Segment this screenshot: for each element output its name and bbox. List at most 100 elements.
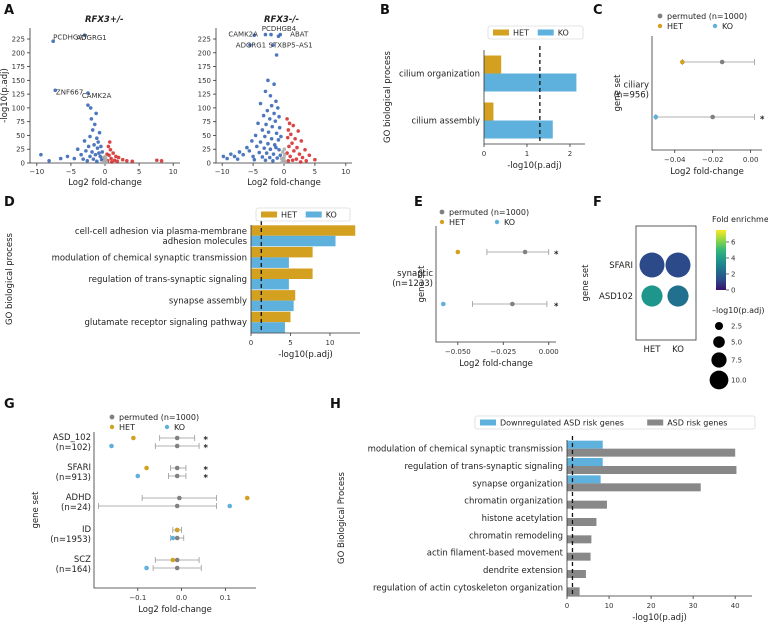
enrichment-dot (665, 252, 691, 278)
permuted-point-c (719, 59, 725, 65)
volcano-point-a1 (114, 154, 118, 159)
volcano-point-a2 (296, 129, 301, 133)
volcano-point-a1 (93, 152, 98, 157)
category-label-b: cilium assembly (412, 117, 481, 127)
bar-h-asd-risk-genes (567, 483, 701, 492)
volcano-point-a2 (268, 147, 273, 152)
volcano-point-a1 (86, 103, 90, 107)
axes-e (435, 226, 556, 343)
volcano-point-a1 (97, 130, 102, 135)
x-axis-label-d: -log10(p.adj) (278, 350, 333, 360)
volcano-point-a2 (295, 145, 299, 150)
legend-swatch-h (480, 419, 496, 426)
ko-point-g (135, 473, 141, 479)
volcano-point-a2 (247, 149, 252, 153)
enrichment-dot (639, 252, 665, 278)
gene-label-a1: ADGRG1 (76, 34, 106, 42)
volcano-point-a2 (280, 150, 285, 154)
volcano-point-a2 (241, 152, 245, 157)
size-legend-dot (713, 336, 725, 348)
category-label-h: chromatin remodeling (469, 531, 563, 541)
category-label-c: ciliary (n=956) (614, 81, 649, 101)
het-point-g (174, 527, 180, 533)
legend-label-b: KO (558, 29, 569, 38)
colorbar-tick-label: 2 (731, 271, 735, 279)
volcano-point-a2 (275, 156, 280, 160)
legend-marker-e (439, 219, 445, 225)
x-tick-label-a1: 5 (137, 168, 141, 176)
volcano-point-a2 (272, 143, 277, 147)
col-label-f: HET (644, 345, 662, 355)
volcano-point-a1 (107, 140, 112, 144)
y-axis-label-e: gene set (417, 265, 427, 303)
volcano-point-a2 (252, 33, 257, 37)
bar-h-asd-risk-genes (567, 500, 607, 509)
bar-b-ko (484, 73, 577, 92)
y-tick-label-a1: 0 (21, 160, 25, 168)
volcano-point-a1 (120, 157, 125, 162)
gene-label-a2: PCDHGB4 (262, 25, 297, 33)
x-tick-label-c: −0.04 (664, 156, 686, 164)
ko-point-g (109, 443, 114, 449)
gene-label-a1: CAMK2A (82, 92, 112, 100)
volcano-point-a2 (258, 101, 263, 106)
ko-point-g (227, 503, 233, 509)
panel-label-c: C (593, 3, 603, 18)
volcano-point-a2 (257, 150, 262, 155)
legend-swatch-d (305, 211, 322, 218)
volcano-point-a2 (274, 145, 278, 150)
y-axis-label-h: GO Biological Process (337, 471, 347, 563)
volcano-point-a2 (279, 134, 283, 139)
volcano-point-a2 (256, 121, 260, 126)
volcano-point-a2 (278, 153, 283, 158)
panel-label-b: B (380, 3, 390, 18)
volcano-point-a2 (307, 153, 312, 158)
het-point-c (680, 59, 685, 65)
volcano-point-a1 (86, 91, 90, 95)
x-tick-label-b: 1 (525, 150, 529, 158)
volcano-point-a1 (88, 106, 93, 110)
volcano-point-a1 (47, 158, 51, 163)
volcano-point-a1 (100, 150, 105, 154)
volcano-point-a2 (258, 140, 263, 144)
gene-label-a2: ADGRG1 (236, 41, 266, 49)
volcano-point-a1 (72, 156, 77, 161)
volcano-point-a2 (260, 155, 265, 159)
volcano-point-a1 (98, 154, 103, 159)
legend-box-h (474, 415, 756, 430)
bar-b-het (484, 55, 502, 74)
bar-b-ko (484, 120, 553, 139)
y-tick-label-a1: 75 (16, 118, 25, 126)
significance-star-e: * (554, 250, 559, 260)
volcano-point-a2 (267, 155, 272, 160)
volcano-point-a2 (280, 160, 284, 164)
volcano-point-a1 (110, 160, 114, 164)
x-axis-label-a1: Log2 fold-change (68, 178, 142, 188)
bar-d-ko (251, 279, 289, 290)
colorbar-tick-label: 0 (731, 287, 735, 295)
x-tick-label-a2: 0 (282, 168, 286, 176)
volcano-point-a2 (235, 157, 240, 161)
volcano-point-a2 (266, 141, 270, 146)
size-legend-dot (711, 352, 727, 368)
volcano-point-a1 (99, 144, 103, 149)
volcano-point-a2 (276, 138, 281, 142)
permuted-point-c (710, 114, 715, 120)
volcano-point-a2 (274, 99, 278, 104)
volcano-point-a2 (297, 152, 302, 156)
permuted-point-g (174, 465, 180, 471)
x-tick-label-b: 2 (568, 150, 572, 158)
volcano-point-a2 (266, 78, 270, 83)
category-label-h: synapse organization (472, 479, 563, 489)
volcano-point-a2 (253, 133, 258, 138)
volcano-point-a2 (232, 154, 237, 159)
volcano-point-a1 (97, 151, 101, 155)
volcano-point-a1 (104, 160, 108, 165)
permuted-point-g (174, 435, 180, 441)
y-tick-label-a1: 25 (16, 146, 25, 154)
volcano-point-a1 (116, 155, 121, 160)
x-axis-label-c: Log2 fold-change (670, 167, 744, 177)
x-tick-label-d: 5 (288, 339, 292, 347)
volcano-point-a1 (96, 140, 100, 144)
y-axis-label-d: GO biological process (5, 233, 15, 325)
